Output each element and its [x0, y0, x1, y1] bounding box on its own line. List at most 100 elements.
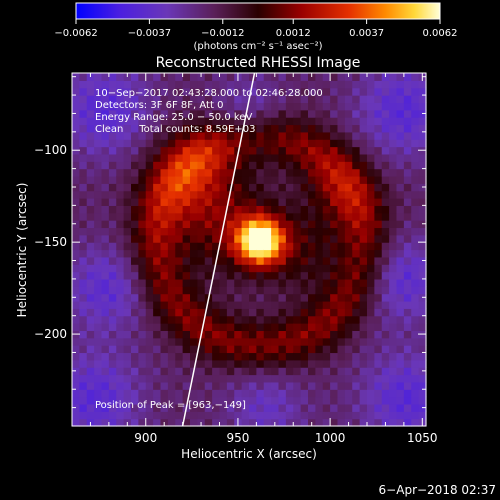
heatmap-cell: [285, 168, 294, 177]
heatmap-cell: [344, 175, 353, 184]
heatmap-cell: [131, 220, 139, 229]
heatmap-cell: [204, 337, 213, 346]
heatmap-cell: [293, 161, 302, 170]
x-tick-label: 950: [226, 431, 249, 445]
heatmap-cell: [308, 249, 316, 258]
heatmap-cell: [315, 220, 324, 229]
heatmap-cell: [131, 315, 139, 324]
heatmap-cell: [94, 381, 103, 390]
heatmap-cell: [271, 345, 280, 354]
heatmap-cell: [108, 168, 117, 177]
heatmap-cell: [116, 308, 125, 317]
heatmap-cell: [212, 411, 221, 420]
heatmap-cell: [411, 227, 420, 236]
heatmap-cell: [153, 183, 162, 192]
heatmap-cell: [116, 278, 125, 287]
heatmap-cell: [344, 168, 353, 177]
heatmap-cell: [190, 131, 198, 140]
heatmap-cell: [197, 234, 206, 243]
heatmap-cell: [116, 352, 125, 361]
heatmap-cell: [241, 198, 250, 206]
heatmap-cell: [160, 131, 169, 140]
heatmap-cell: [418, 161, 427, 170]
heatmap-cell: [300, 359, 309, 368]
heatmap-cell: [389, 183, 398, 192]
heatmap-cell: [418, 315, 427, 324]
heatmap-cell: [101, 249, 110, 258]
heatmap-cell: [116, 242, 125, 251]
heatmap-cell: [72, 87, 80, 96]
heatmap-cell: [86, 315, 95, 324]
heatmap-cell: [190, 278, 198, 287]
heatmap-cell: [315, 161, 324, 170]
heatmap-cell: [116, 80, 125, 89]
heatmap-cell: [263, 315, 272, 324]
heatmap-cell: [315, 205, 324, 214]
heatmap-cell: [403, 389, 412, 398]
heatmap-cell: [249, 212, 257, 221]
heatmap-cell: [108, 102, 117, 111]
heatmap-cell: [403, 161, 412, 170]
heatmap-cell: [123, 109, 132, 118]
heatmap-cell: [197, 249, 206, 258]
heatmap-cell: [293, 234, 302, 243]
heatmap-cell: [271, 271, 280, 280]
heatmap-cell: [396, 249, 405, 258]
heatmap-cell: [285, 403, 294, 412]
heatmap-cell: [256, 396, 265, 405]
heatmap-cell: [315, 117, 324, 126]
heatmap-cell: [160, 315, 169, 324]
heatmap-cell: [101, 131, 110, 140]
heatmap-cell: [330, 374, 339, 383]
heatmap-cell: [418, 411, 427, 420]
heatmap-cell: [285, 102, 294, 111]
annotation-clean-counts: Clean Total counts: 8.59E+03: [95, 124, 255, 135]
heatmap-cell: [403, 102, 412, 111]
heatmap-cell: [418, 212, 427, 221]
heatmap-cell: [300, 117, 309, 126]
heatmap-cell: [322, 198, 331, 206]
heatmap-cell: [322, 300, 331, 309]
heatmap-cell: [86, 271, 95, 280]
heatmap-cell: [374, 175, 383, 184]
heatmap-cell: [204, 198, 213, 206]
heatmap-cell: [175, 411, 184, 420]
heatmap-cell: [359, 234, 368, 243]
heatmap-cell: [263, 234, 272, 243]
heatmap-cell: [145, 256, 154, 265]
heatmap-cell: [396, 403, 405, 412]
heatmap-cell: [116, 146, 125, 155]
heatmap-cell: [359, 396, 368, 405]
heatmap-cell: [226, 256, 235, 265]
heatmap-cell: [190, 381, 198, 390]
heatmap-cell: [116, 315, 125, 324]
heatmap-cell: [315, 139, 324, 148]
heatmap-cell: [293, 205, 302, 214]
heatmap-cell: [403, 124, 412, 133]
heatmap-cell: [241, 175, 250, 184]
heatmap-cell: [308, 367, 316, 376]
heatmap-cell: [138, 190, 147, 199]
heatmap-cell: [249, 359, 257, 368]
heatmap-cell: [256, 117, 265, 126]
heatmap-cell: [226, 352, 235, 361]
heatmap-cell: [160, 389, 169, 398]
heatmap-cell: [116, 102, 125, 111]
heatmap-cell: [337, 300, 346, 309]
heatmap-cell: [212, 198, 221, 206]
heatmap-cell: [197, 198, 206, 206]
heatmap-cell: [411, 190, 420, 199]
heatmap-cell: [285, 330, 294, 339]
heatmap-cell: [359, 337, 368, 346]
heatmap-cell: [197, 242, 206, 251]
heatmap-cell: [322, 168, 331, 177]
heatmap-cell: [271, 286, 280, 295]
heatmap-cell: [79, 315, 88, 324]
heatmap-cell: [212, 190, 221, 199]
colorbar-tick-label: −0.0062: [54, 28, 97, 39]
heatmap-cell: [337, 418, 346, 427]
heatmap-cell: [131, 146, 139, 155]
heatmap-cell: [249, 418, 257, 427]
heatmap-cell: [256, 175, 265, 184]
heatmap-cell: [322, 234, 331, 243]
